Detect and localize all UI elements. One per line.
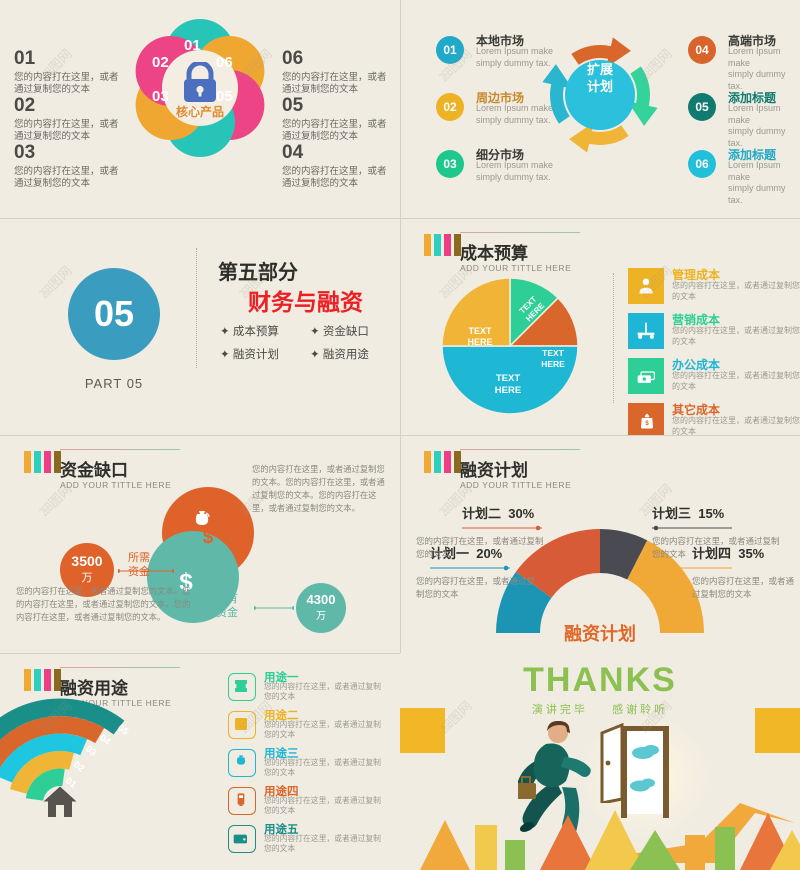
svg-text:TEXT: TEXT [542,348,565,358]
svg-text:03: 03 [83,743,98,758]
svg-text:$: $ [203,527,214,548]
svg-text:HERE: HERE [495,385,521,396]
svg-text:HERE: HERE [541,359,565,369]
svg-text:02: 02 [71,759,86,774]
svg-text:01: 01 [63,775,79,791]
svg-text:TEXT: TEXT [468,326,492,336]
svg-text:€: € [240,758,243,763]
svg-text:TEXT: TEXT [496,373,520,384]
svg-text:HERE: HERE [467,337,492,347]
